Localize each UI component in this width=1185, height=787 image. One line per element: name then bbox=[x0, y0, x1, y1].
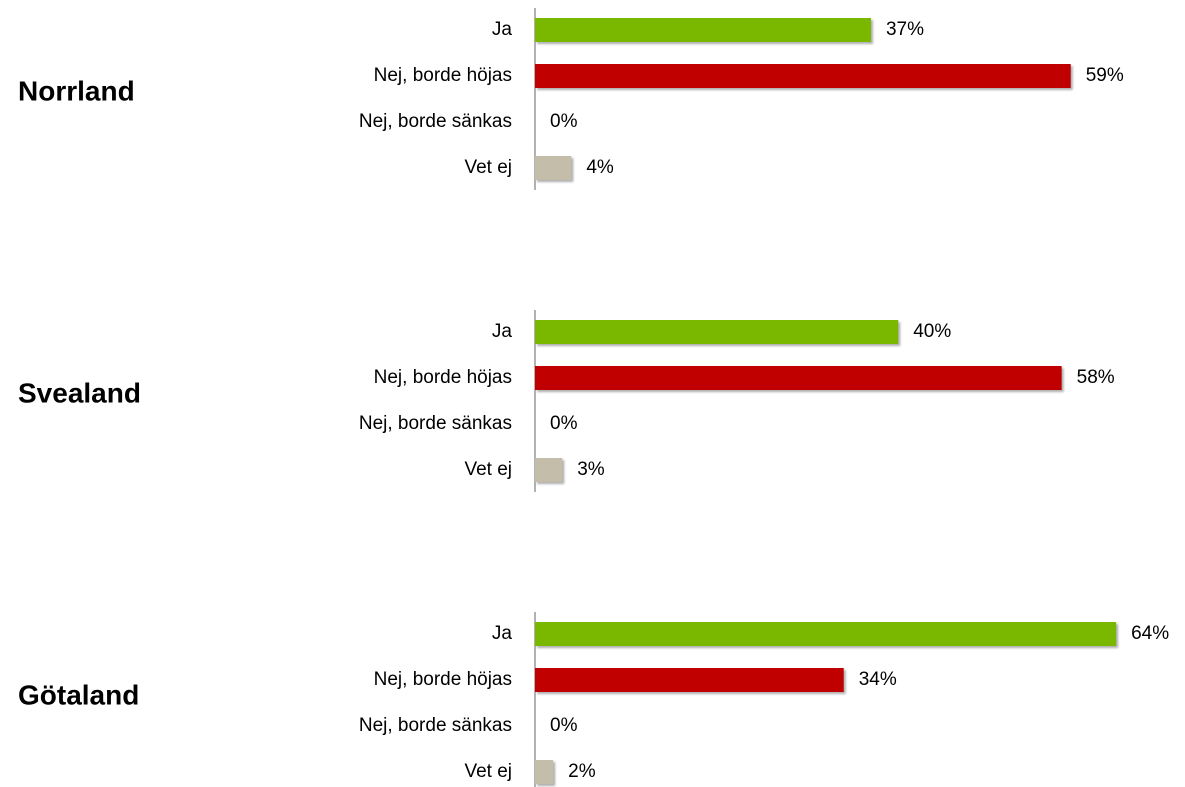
bar bbox=[535, 668, 844, 692]
value-label: 37% bbox=[886, 19, 924, 40]
category-label: Vet ej bbox=[464, 459, 512, 480]
category-label: Ja bbox=[492, 623, 513, 644]
bar bbox=[535, 320, 899, 344]
value-label: 2% bbox=[568, 761, 596, 782]
bar bbox=[535, 458, 563, 482]
category-label: Nej, borde sänkas bbox=[359, 413, 512, 434]
value-label: 0% bbox=[550, 715, 578, 736]
category-label: Nej, borde sänkas bbox=[359, 111, 512, 132]
category-label: Vet ej bbox=[464, 157, 512, 178]
category-label: Nej, borde höjas bbox=[374, 669, 512, 690]
value-label: 3% bbox=[577, 459, 605, 480]
value-label: 0% bbox=[550, 111, 578, 132]
bar bbox=[535, 64, 1071, 88]
category-label: Ja bbox=[492, 321, 513, 342]
bar bbox=[535, 18, 871, 42]
category-label: Nej, borde höjas bbox=[374, 367, 512, 388]
value-label: 0% bbox=[550, 413, 578, 434]
value-label: 34% bbox=[859, 669, 897, 690]
value-label: 59% bbox=[1086, 65, 1124, 86]
bar bbox=[535, 760, 554, 784]
category-label: Nej, borde höjas bbox=[374, 65, 512, 86]
category-label: Vet ej bbox=[464, 761, 512, 782]
category-label: Nej, borde sänkas bbox=[359, 715, 512, 736]
value-label: 40% bbox=[913, 321, 951, 342]
bar bbox=[535, 622, 1117, 646]
chart-title: Svealand bbox=[18, 377, 141, 408]
value-label: 58% bbox=[1077, 367, 1115, 388]
chart-title: Norrland bbox=[18, 75, 135, 106]
bar bbox=[535, 366, 1062, 390]
chart-title: Götaland bbox=[18, 679, 139, 710]
bar bbox=[535, 156, 572, 180]
value-label: 4% bbox=[586, 157, 614, 178]
value-label: 64% bbox=[1131, 623, 1169, 644]
category-label: Ja bbox=[492, 19, 513, 40]
